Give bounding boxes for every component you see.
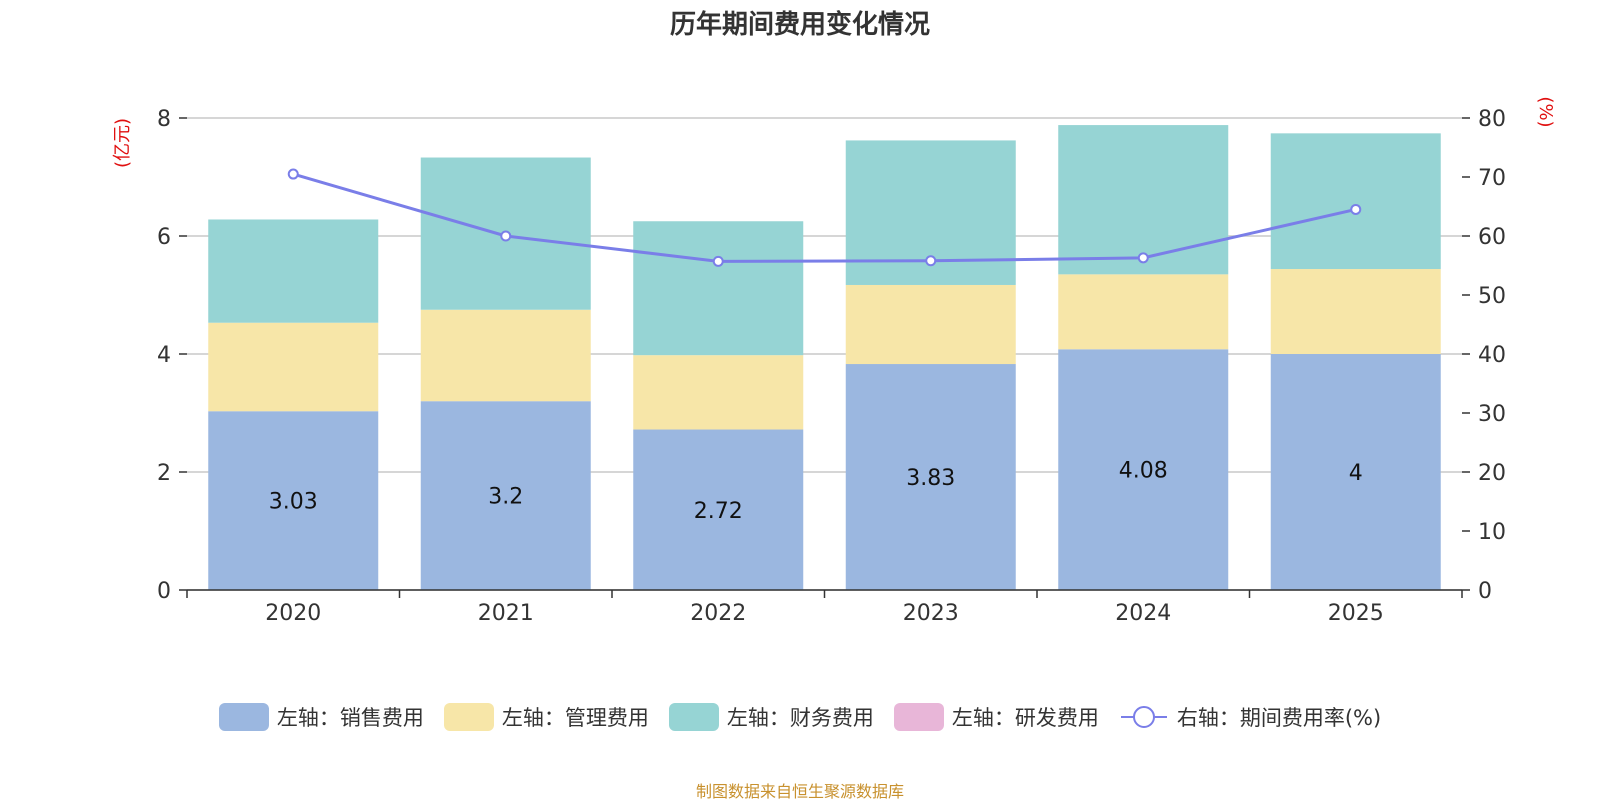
x-axis-tick-label: 2024 — [1115, 601, 1171, 626]
rate-point — [1350, 203, 1362, 215]
left-axis-tick-label: 0 — [157, 579, 171, 604]
bar-segment — [1270, 133, 1441, 270]
bar-segment — [208, 322, 379, 412]
bar-segment — [420, 401, 591, 590]
bar-segment — [845, 364, 1016, 590]
bar-data-label: 3.03 — [269, 490, 318, 515]
x-axis-tick-label: 2021 — [478, 601, 534, 626]
bar-segment — [633, 221, 804, 356]
bar-data-label: 2.72 — [694, 499, 743, 524]
right-axis-tick-label: 0 — [1478, 579, 1492, 604]
rate-line — [292, 172, 1357, 263]
legend-swatch — [668, 703, 719, 731]
right-axis-title: (%) — [1535, 96, 1556, 127]
left-axis-tick-label: 2 — [157, 461, 171, 486]
rate-point — [925, 255, 937, 267]
rate-point — [712, 255, 724, 267]
x-axis-tick-label: 2022 — [690, 601, 746, 626]
left-axis-title: (亿元) — [112, 118, 133, 168]
right-axis-tick-label: 30 — [1478, 402, 1506, 427]
chart-title: 历年期间费用变化情况 — [669, 10, 930, 40]
bar-segment — [1270, 354, 1441, 590]
x-axis-tick-label: 2025 — [1328, 601, 1384, 626]
legend-swatch — [443, 703, 494, 731]
bar-data-label: 3.83 — [906, 466, 955, 491]
bar-data-label: 3.2 — [488, 485, 523, 510]
bar-segment — [633, 429, 804, 590]
right-axis-tick-label: 60 — [1478, 225, 1506, 250]
bar-segment — [1058, 349, 1229, 590]
legend-swatch — [218, 703, 269, 731]
right-axis-tick-label: 20 — [1478, 461, 1506, 486]
legend-item[interactable]: 左轴：管理费用 — [443, 702, 649, 732]
bar-segment — [1058, 125, 1229, 275]
right-axis-tick-label: 10 — [1478, 520, 1506, 545]
bar-segment — [420, 309, 591, 402]
legend-label: 左轴：研发费用 — [951, 706, 1099, 730]
legend-label: 左轴：管理费用 — [501, 706, 649, 730]
bar-segment — [845, 284, 1016, 365]
bar-segment — [208, 219, 379, 323]
data-source-note: 制图数据来自恒生聚源数据库 — [695, 782, 904, 801]
rate-point — [500, 230, 512, 242]
rate-point — [1137, 252, 1149, 264]
legend-item[interactable]: 左轴：财务费用 — [668, 702, 874, 732]
right-axis-tick-label: 50 — [1478, 284, 1506, 309]
bar-segment — [1058, 274, 1229, 350]
right-axis-tick-label: 70 — [1478, 166, 1506, 191]
legend-label: 左轴：销售费用 — [276, 706, 424, 730]
chart-legend: 左轴：销售费用 左轴：管理费用 左轴：财务费用 左轴：研发费用 右轴：期间费用率(%) — [0, 702, 1600, 732]
rate-point — [287, 168, 299, 180]
bar-data-label: 4.08 — [1119, 459, 1168, 484]
bar-segment — [633, 355, 804, 430]
legend-item[interactable]: 左轴：销售费用 — [218, 702, 424, 732]
bar-segment — [1270, 269, 1441, 354]
legend-item[interactable]: 右轴：期间费用率(%) — [1119, 702, 1381, 732]
legend-item[interactable]: 左轴：研发费用 — [893, 702, 1099, 732]
bar-segment — [208, 411, 379, 590]
left-axis-tick-label: 6 — [157, 225, 171, 250]
left-axis-tick-label: 8 — [157, 107, 171, 132]
x-axis-tick-label: 2020 — [265, 601, 321, 626]
legend-label: 右轴：期间费用率(%) — [1176, 706, 1382, 730]
legend-label: 左轴：财务费用 — [726, 706, 874, 730]
x-axis-tick-label: 2023 — [903, 601, 959, 626]
legend-swatch — [893, 703, 944, 731]
right-axis-tick-label: 40 — [1478, 343, 1506, 368]
left-axis-tick-label: 4 — [157, 343, 171, 368]
legend-line-swatch — [1120, 706, 1167, 728]
right-axis-tick-label: 80 — [1478, 107, 1506, 132]
bar-data-label: 4 — [1349, 461, 1363, 486]
